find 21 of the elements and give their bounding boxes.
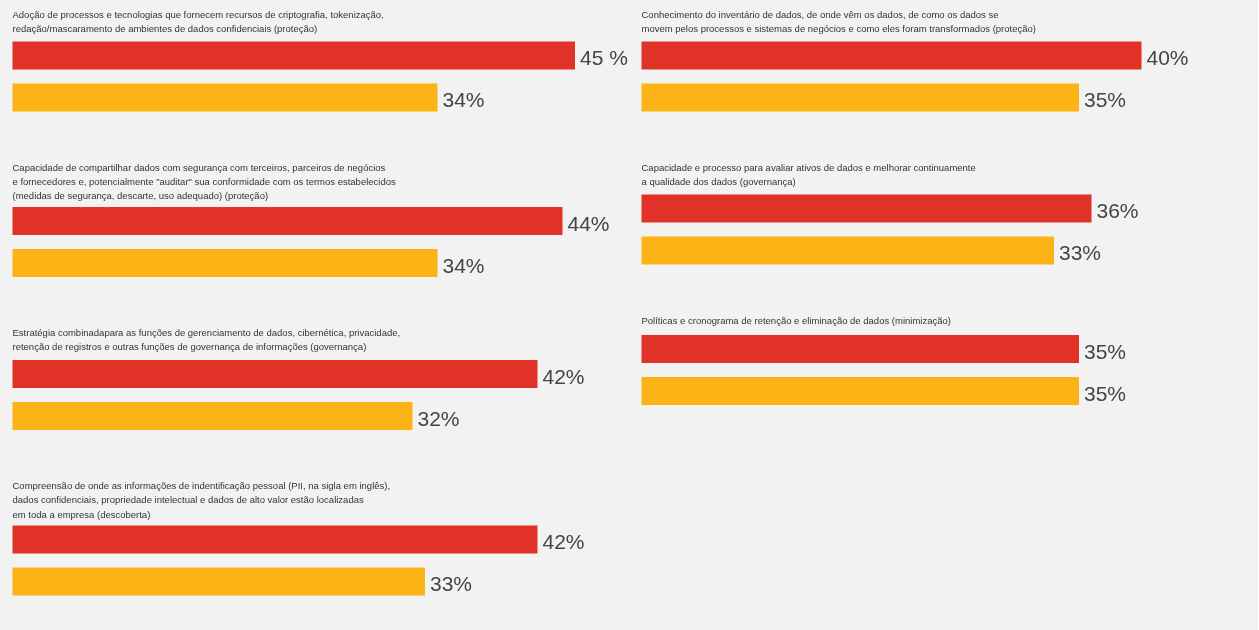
data-label: 33%	[430, 572, 473, 595]
y-tick-label: Capacidade e processo para avaliar ativos de dados e melhorar continuamente a qualidade dos dados (governança)	[641, 161, 976, 187]
data-label: 34%	[442, 88, 485, 111]
y-tick-label: Compreensão de onde as informações de indentificação pessoal (PII, na sigla em inglês), dados confidenciais, propriedade intelectual e dados de alto valor estão localizadas em toda a empresa (descoberta)	[12, 480, 391, 520]
y-tick-label: Estratégia combinadapara as funções de gerenciamento de dados, cibernética, privacidade, retenção de registros e outras funções de governança de informações (governança)	[12, 327, 401, 353]
data-label: 34%	[442, 253, 485, 277]
data-label: 32%	[417, 406, 460, 430]
data-label: 33%	[1059, 241, 1102, 264]
data-label: 40%	[1146, 46, 1189, 69]
data-label: 35%	[1084, 339, 1127, 363]
data-label: 36%	[1096, 199, 1139, 222]
data-label: 35%	[1084, 88, 1127, 111]
y-tick-label: Capacidade de compartilhar dados com segurança com terceiros, parceiros de negócios e fornecedores e, potencialmente "auditar" sua conformidade com os termos estabelecidos (medidas de segurança, descarte, uso adequado) (proteção)	[12, 161, 397, 202]
data-label: 45 %	[580, 46, 628, 69]
data-label: 35%	[1084, 381, 1127, 405]
y-tick-label: Adoção de processos e tecnologias que fornecem recursos de criptografia, tokenização, redação/mascaramento de ambientes de dados confidenciais (proteção)	[12, 8, 384, 34]
data-label: 42%	[542, 364, 585, 388]
y-tick-label: Conhecimento do inventário de dados, de onde vêm os dados, de como os dados se movem pelos processos e sistemas de negócios e como eles foram transformados (proteção)	[641, 8, 1036, 34]
data-label: 42%	[542, 530, 585, 553]
y-tick-label: Políticas e cronograma de retenção e eliminação de dados (minimização)	[641, 314, 951, 326]
data-label: 44%	[567, 211, 610, 235]
